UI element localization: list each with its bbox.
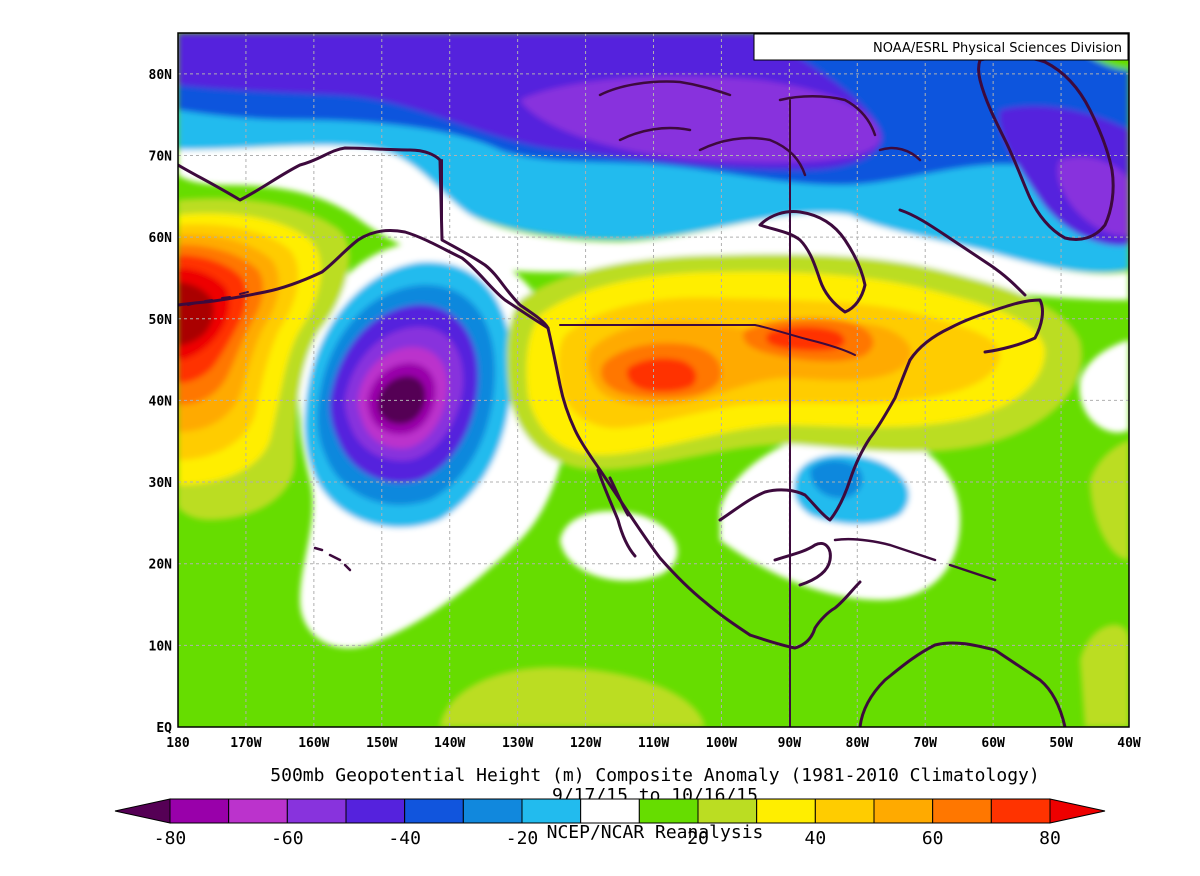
map-title: 500mb Geopotential Height (m) Composite … — [270, 765, 1039, 786]
colorbar-swatch — [286, 798, 347, 824]
coast-east — [908, 298, 1044, 362]
colorbar-swatch — [990, 798, 1051, 824]
colorbar-tick-label: -60 — [271, 828, 304, 849]
lat-tick-label: 60N — [149, 231, 173, 246]
fill-atlantic-white — [1079, 340, 1129, 433]
lon-tick-label: 120W — [570, 736, 601, 751]
colorbar-swatch — [462, 798, 523, 824]
fill-gulf-blue — [810, 460, 863, 499]
plot-area — [178, 33, 1129, 727]
coast-cuba — [833, 537, 997, 582]
lat-tick-label: 80N — [149, 68, 173, 83]
colorbar-arrow-low — [114, 798, 171, 824]
coast-labrador — [898, 208, 1027, 297]
lon-tick-label: 80W — [846, 736, 870, 751]
fill-tropical-atlantic — [1090, 440, 1129, 560]
colorbar-tick-label: 40 — [804, 828, 826, 849]
coast-baja — [596, 468, 637, 558]
fill-south-band-east — [1080, 624, 1129, 727]
colorbar-swatch — [345, 798, 406, 824]
lat-tick-label: 20N — [149, 558, 173, 573]
lon-tick-label: 100W — [706, 736, 737, 751]
fill-baffin-violet — [1057, 156, 1129, 236]
colorbar-swatch — [932, 798, 992, 824]
credit-text: NOAA/ESRL Physical Sciences Division — [873, 41, 1122, 56]
lon-tick-label: 40W — [1117, 736, 1141, 751]
colorbar-tick-label: -80 — [154, 828, 187, 849]
colorbar-swatch — [697, 798, 758, 824]
colorbar-swatch — [814, 798, 875, 824]
lat-axis: EQ 10N 20N 30N 40N 50N 60N 70N 80N — [149, 68, 173, 736]
colorbar-swatch — [169, 798, 230, 824]
lat-tick-label: 40N — [149, 394, 173, 409]
coast-alaska — [178, 146, 550, 330]
lon-tick-label: 160W — [298, 736, 329, 751]
colorbar-swatch — [756, 798, 816, 824]
lon-tick-label: 110W — [638, 736, 669, 751]
colorbar-tick-label: 20 — [687, 828, 709, 849]
colorbar-swatch — [873, 798, 934, 824]
colorbar-swatch — [228, 798, 288, 824]
lon-tick-label: 170W — [230, 736, 261, 751]
lon-tick-label: 90W — [778, 736, 802, 751]
colorbar-swatch — [580, 798, 640, 824]
coastlines — [178, 54, 1115, 727]
lon-tick-label: 60W — [981, 736, 1005, 751]
lat-tick-label: 70N — [149, 149, 173, 164]
colorbar-swatch — [404, 798, 464, 824]
coast-aleutians — [187, 291, 249, 306]
colorbar-tick-label: -40 — [388, 828, 421, 849]
plot-frame — [177, 32, 1130, 728]
lon-tick-label: 150W — [366, 736, 397, 751]
coast-gulf — [718, 358, 912, 650]
coast-hawaii — [313, 546, 352, 572]
coast-arctic-islands — [598, 80, 922, 177]
colorbar-swatch — [638, 798, 699, 824]
lon-tick-label: 180 — [166, 736, 190, 751]
colorbar-tick-label: 80 — [1039, 828, 1061, 849]
colorbar-tick-label: 60 — [922, 828, 944, 849]
lat-tick-label: 10N — [149, 639, 173, 654]
coast-yucatan — [773, 542, 832, 587]
lon-axis: 180 170W 160W 150W 140W 130W 120W 110W 100W 90W 80… — [166, 736, 1141, 751]
colorbar-tick-label: -20 — [506, 828, 539, 849]
fill-namerica-red — [626, 358, 697, 392]
colorbar: -80 -60 -40 -20 20 40 60 80 — [114, 798, 1106, 849]
fill-wpac-core — [178, 282, 214, 346]
grid-lines — [178, 33, 1129, 727]
border-us-canada — [559, 324, 856, 356]
coast-west — [546, 326, 752, 637]
coast-south-america — [858, 641, 1067, 727]
colorbar-arrow-high — [1049, 798, 1106, 824]
coast-greenland — [977, 54, 1115, 241]
colorbar-swatch — [521, 798, 582, 824]
fill-south-band — [440, 667, 705, 727]
lon-tick-label: 140W — [434, 736, 465, 751]
lat-tick-label: 30N — [149, 476, 173, 491]
lon-tick-label: 50W — [1049, 736, 1073, 751]
lat-tick-label: EQ — [156, 721, 172, 736]
lat-tick-label: 50N — [149, 313, 173, 328]
lon-tick-label: 130W — [502, 736, 533, 751]
lon-tick-label: 70W — [913, 736, 937, 751]
data-source: NCEP/NCAR Reanalysis — [547, 822, 764, 843]
credit-box: NOAA/ESRL Physical Sciences Division — [753, 33, 1129, 61]
coast-hudson-bay — [758, 210, 867, 314]
